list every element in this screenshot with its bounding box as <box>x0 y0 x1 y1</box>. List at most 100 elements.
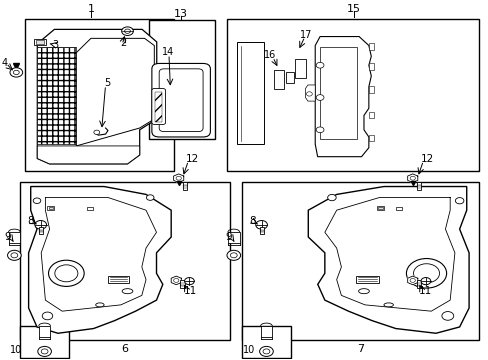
Bar <box>416 182 420 190</box>
Text: 2: 2 <box>120 38 126 48</box>
Bar <box>237 42 264 144</box>
Text: 12: 12 <box>420 154 433 164</box>
FancyBboxPatch shape <box>152 63 210 137</box>
Circle shape <box>420 278 430 285</box>
Bar <box>39 326 50 337</box>
Circle shape <box>263 349 269 354</box>
Circle shape <box>316 127 324 133</box>
Bar <box>108 276 129 283</box>
Circle shape <box>48 260 84 287</box>
Bar <box>242 182 478 339</box>
Ellipse shape <box>358 289 368 294</box>
Bar <box>242 326 290 357</box>
Circle shape <box>230 253 237 258</box>
Text: 6: 6 <box>122 344 128 354</box>
FancyBboxPatch shape <box>152 89 165 125</box>
Bar <box>34 39 46 45</box>
Bar <box>25 19 173 171</box>
Circle shape <box>226 250 240 260</box>
Circle shape <box>173 279 179 282</box>
Bar <box>376 206 383 210</box>
Bar <box>20 182 229 339</box>
Circle shape <box>413 264 439 283</box>
Circle shape <box>122 27 133 36</box>
Circle shape <box>42 312 53 320</box>
Bar <box>377 207 382 210</box>
Text: 11: 11 <box>418 286 431 296</box>
Bar <box>48 207 53 210</box>
Text: 16: 16 <box>264 50 276 60</box>
Bar <box>260 326 272 337</box>
Circle shape <box>35 221 46 229</box>
Polygon shape <box>315 37 370 157</box>
Ellipse shape <box>122 289 133 294</box>
Bar <box>8 232 20 243</box>
Bar <box>368 86 373 93</box>
Polygon shape <box>171 276 181 285</box>
Text: 10: 10 <box>243 345 255 355</box>
Bar <box>20 326 69 357</box>
Text: 9: 9 <box>225 232 232 242</box>
Polygon shape <box>407 276 417 285</box>
Bar <box>395 207 401 210</box>
Polygon shape <box>29 186 171 333</box>
Bar <box>183 182 187 190</box>
Bar <box>416 280 420 288</box>
Text: 8: 8 <box>248 216 255 226</box>
Text: 8: 8 <box>28 216 34 226</box>
Bar <box>227 232 239 243</box>
Ellipse shape <box>383 303 393 307</box>
Circle shape <box>259 346 273 356</box>
Circle shape <box>55 265 78 282</box>
Bar <box>368 112 373 118</box>
Circle shape <box>146 195 154 201</box>
Bar <box>259 227 263 234</box>
Circle shape <box>409 279 414 282</box>
Circle shape <box>184 278 194 285</box>
Polygon shape <box>305 85 315 101</box>
Circle shape <box>10 68 22 77</box>
Text: 9: 9 <box>5 232 11 242</box>
Polygon shape <box>307 186 468 333</box>
Text: 17: 17 <box>300 30 312 40</box>
Circle shape <box>409 176 414 180</box>
Circle shape <box>255 221 267 229</box>
Circle shape <box>124 29 130 33</box>
Text: 13: 13 <box>174 9 188 19</box>
Circle shape <box>406 258 446 288</box>
Bar <box>180 280 184 288</box>
Bar <box>355 276 379 283</box>
Text: 7: 7 <box>356 344 364 354</box>
Circle shape <box>33 198 41 203</box>
Bar <box>149 21 215 139</box>
Circle shape <box>94 130 100 134</box>
Bar <box>155 92 162 122</box>
Circle shape <box>7 250 21 260</box>
Text: 5: 5 <box>103 78 110 88</box>
Bar <box>273 70 284 89</box>
Text: 3: 3 <box>52 40 58 50</box>
Bar <box>294 59 306 78</box>
Bar <box>87 207 92 210</box>
Circle shape <box>11 253 18 258</box>
Circle shape <box>327 194 336 201</box>
Circle shape <box>13 70 19 75</box>
Circle shape <box>316 95 324 100</box>
Circle shape <box>316 62 324 68</box>
Polygon shape <box>407 174 417 183</box>
Bar <box>227 19 478 171</box>
Text: 1: 1 <box>87 4 94 14</box>
Bar <box>285 72 293 83</box>
Text: 15: 15 <box>346 4 361 14</box>
Bar <box>36 40 43 44</box>
Bar <box>368 43 373 50</box>
Text: 10: 10 <box>9 345 21 355</box>
Text: 11: 11 <box>184 286 197 296</box>
Text: 12: 12 <box>185 154 199 164</box>
Text: 14: 14 <box>162 47 174 57</box>
Polygon shape <box>37 146 140 164</box>
Circle shape <box>38 346 51 356</box>
Bar <box>320 47 356 139</box>
Bar <box>368 63 373 69</box>
Polygon shape <box>37 30 157 164</box>
